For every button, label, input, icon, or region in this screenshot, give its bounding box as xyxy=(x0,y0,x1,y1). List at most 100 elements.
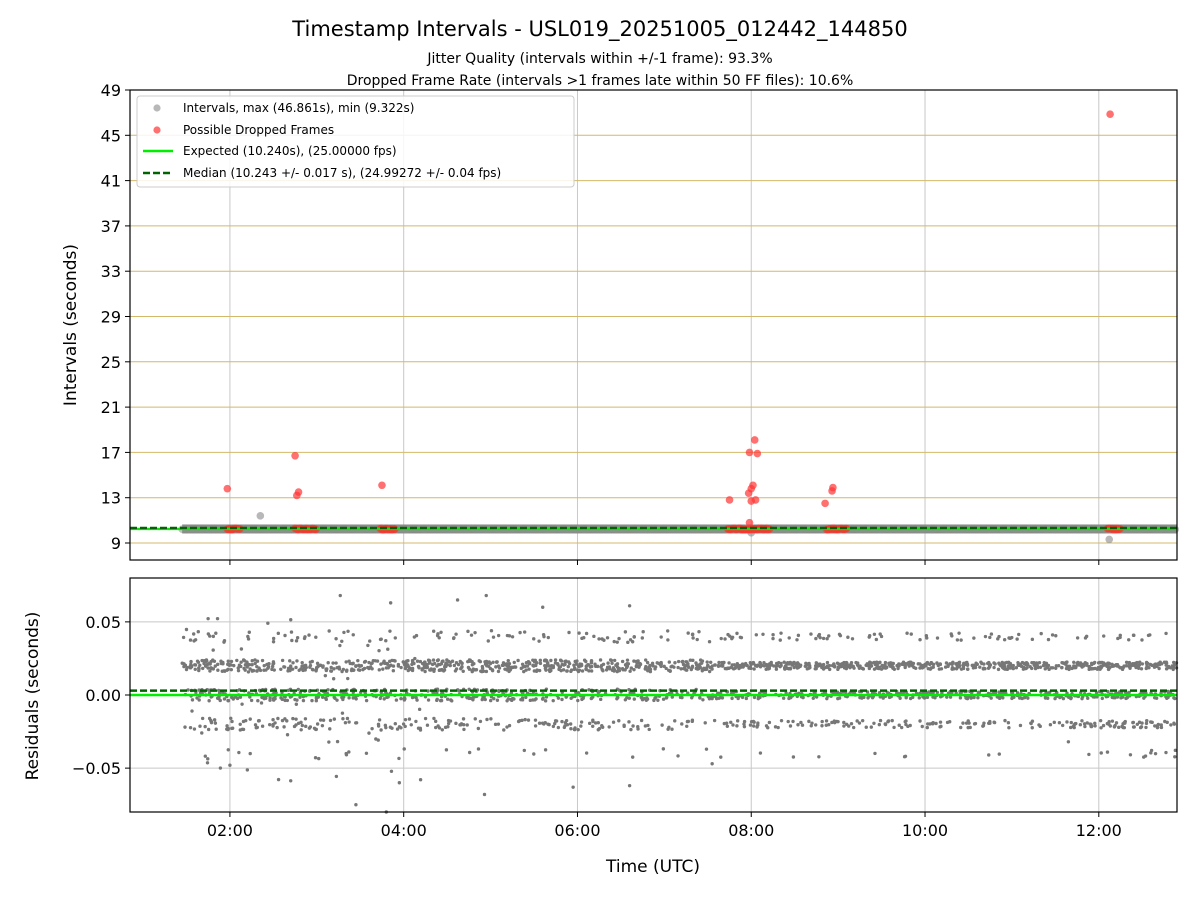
residual-point xyxy=(248,717,252,721)
residual-point xyxy=(898,696,902,701)
residual-point xyxy=(709,660,713,664)
residual-point xyxy=(220,669,224,673)
residual-point xyxy=(1100,660,1104,665)
residual-point xyxy=(229,659,234,664)
residual-point xyxy=(388,601,393,605)
residual-point xyxy=(903,664,907,668)
residual-point xyxy=(1169,723,1173,727)
residual-point xyxy=(301,698,306,703)
residual-point xyxy=(662,664,666,669)
residual-point xyxy=(617,636,621,641)
residual-point xyxy=(276,777,281,782)
residual-point xyxy=(1164,631,1168,636)
residual-point xyxy=(748,723,753,727)
residual-point xyxy=(956,664,961,668)
residual-point xyxy=(334,637,338,641)
residual-point xyxy=(629,666,634,670)
intervals-grid xyxy=(130,89,1177,560)
residual-point xyxy=(295,659,299,663)
residual-point xyxy=(774,667,779,671)
dropped-frame-point xyxy=(829,483,837,492)
residual-point xyxy=(598,658,603,662)
residual-point xyxy=(488,698,493,703)
residual-point xyxy=(804,661,808,666)
residual-point xyxy=(590,664,594,669)
residual-point xyxy=(1106,667,1111,671)
residual-point xyxy=(966,667,970,671)
residual-point xyxy=(198,724,202,728)
residual-point xyxy=(461,669,465,673)
residual-point xyxy=(532,669,537,673)
residual-point xyxy=(676,754,680,758)
residual-point xyxy=(1092,660,1097,665)
residual-point xyxy=(197,698,201,702)
residual-point xyxy=(288,667,292,672)
residual-point xyxy=(1138,725,1143,730)
residual-point xyxy=(285,733,290,737)
residual-point xyxy=(735,724,739,728)
residual-point xyxy=(647,665,652,669)
residual-point xyxy=(1094,691,1099,695)
residual-point xyxy=(676,665,680,670)
residual-point xyxy=(791,719,795,724)
residual-point xyxy=(820,724,824,728)
residual-point xyxy=(200,658,204,663)
residual-point xyxy=(890,718,894,723)
residual-point xyxy=(879,634,884,639)
residual-point xyxy=(415,659,420,663)
residual-point xyxy=(262,696,266,701)
residual-point xyxy=(1003,718,1007,723)
residual-point xyxy=(315,661,320,666)
residual-point xyxy=(250,663,254,667)
residual-point xyxy=(1083,661,1087,665)
residual-point xyxy=(311,668,315,672)
residual-point xyxy=(470,663,475,667)
residual-point xyxy=(639,718,644,723)
residual-point xyxy=(758,751,763,755)
residual-point xyxy=(825,637,829,641)
residual-point xyxy=(849,722,854,726)
residual-point xyxy=(1155,725,1160,730)
residual-point xyxy=(1089,724,1094,729)
residual-point xyxy=(462,723,466,727)
residual-point xyxy=(564,659,568,663)
residual-point xyxy=(547,668,551,672)
residual-point xyxy=(1172,722,1177,726)
residual-point xyxy=(666,727,670,731)
residual-point xyxy=(1093,724,1097,728)
residual-point xyxy=(861,667,866,671)
residual-point xyxy=(1099,751,1103,755)
residual-point xyxy=(526,718,531,722)
residual-point xyxy=(553,661,558,665)
intervals-ytick-label-3: 21 xyxy=(101,398,121,417)
residual-point xyxy=(241,727,246,732)
residual-point xyxy=(1037,660,1042,665)
residual-point xyxy=(409,723,413,727)
residual-point xyxy=(1011,663,1015,668)
residual-point xyxy=(229,663,233,667)
residual-point xyxy=(344,751,348,756)
residual-point xyxy=(477,659,481,663)
residual-point xyxy=(497,689,501,693)
residual-point xyxy=(872,721,876,725)
residual-point xyxy=(1007,726,1011,730)
legend-label-expected: Expected (10.240s), (25.00000 fps) xyxy=(183,144,397,158)
residual-point xyxy=(972,636,976,640)
residual-point xyxy=(553,721,557,726)
residual-point xyxy=(716,664,721,668)
residual-point xyxy=(226,667,230,672)
residual-point xyxy=(967,721,971,725)
residual-point xyxy=(779,631,783,635)
residual-point xyxy=(1164,660,1169,664)
residual-point xyxy=(554,719,559,723)
residual-point xyxy=(749,720,754,724)
residual-point xyxy=(771,633,775,637)
residual-point xyxy=(688,658,693,662)
residual-point xyxy=(215,616,220,621)
residual-point xyxy=(572,663,576,667)
residual-point xyxy=(537,639,541,643)
residual-point xyxy=(394,698,399,702)
residual-point xyxy=(193,663,197,667)
residual-point xyxy=(541,696,545,700)
residual-point xyxy=(423,669,427,674)
